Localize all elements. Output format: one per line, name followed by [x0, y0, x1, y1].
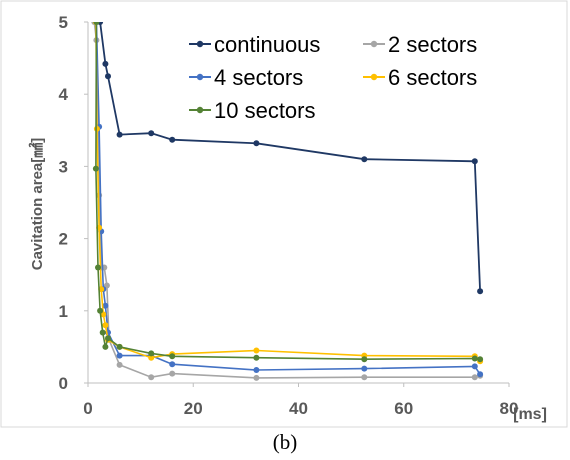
legend-swatch-marker	[370, 40, 378, 48]
data-point-2-sectors	[169, 370, 176, 377]
x-tick-label: 20	[184, 399, 203, 418]
legend-label: 10 sectors	[214, 98, 316, 123]
series-line-continuous	[99, 22, 481, 292]
data-point-10-sectors	[477, 356, 484, 363]
y-tick-label: 0	[59, 374, 68, 393]
series-10-sectors	[92, 22, 484, 363]
legend-swatch-marker	[370, 73, 378, 81]
series-line-10-sectors	[95, 22, 481, 361]
x-axis-unit-label: [ms]	[513, 406, 547, 423]
data-point-4-sectors	[471, 363, 478, 370]
y-tick-label: 4	[59, 85, 69, 104]
data-point-10-sectors	[253, 354, 260, 361]
data-point-6-sectors	[93, 125, 100, 132]
data-point-4-sectors	[102, 302, 109, 309]
data-point-4-sectors	[169, 361, 176, 368]
legend: continuous 2 sectors 4 sectors 6 sectors 10 …	[189, 32, 477, 123]
y-axis-title: Cavitation area[㎟]	[28, 138, 46, 271]
data-point-10-sectors	[471, 355, 478, 362]
panel-caption: (b)	[272, 430, 298, 454]
data-point-4-sectors	[116, 352, 123, 359]
data-point-2-sectors	[253, 374, 260, 381]
legend-item-6-sectors: 6 sectors	[363, 65, 477, 90]
y-tick-label: 5	[59, 13, 68, 32]
data-point-2-sectors	[148, 374, 155, 381]
cavitation-area-chart: 0 1 2 3 4 5 0 20 40 60 80 continuous 2 sectors 4 sec…	[0, 0, 568, 428]
data-point-10-sectors	[102, 343, 109, 350]
data-point-continuous	[471, 158, 478, 165]
data-point-continuous	[102, 60, 109, 67]
y-tick-label: 3	[59, 157, 68, 176]
data-point-continuous	[148, 130, 155, 137]
data-point-continuous	[253, 140, 260, 147]
data-point-10-sectors	[93, 22, 100, 25]
legend-swatch-marker	[196, 40, 204, 48]
data-point-4-sectors	[477, 371, 484, 378]
data-point-2-sectors	[116, 361, 123, 368]
data-point-10-sectors	[92, 165, 99, 172]
series-continuous	[97, 22, 484, 295]
legend-swatch-marker	[196, 106, 204, 114]
legend-item-4-sectors: 4 sectors	[189, 65, 303, 90]
data-point-2-sectors	[471, 374, 478, 381]
legend-item-10-sectors: 10 sectors	[189, 98, 316, 123]
data-point-10-sectors	[169, 353, 176, 360]
legend-label: continuous	[214, 32, 320, 57]
data-point-continuous	[105, 73, 111, 80]
data-point-10-sectors	[95, 264, 101, 271]
data-point-4-sectors	[361, 365, 368, 372]
y-tick-label: 2	[59, 230, 68, 249]
data-point-4-sectors	[253, 367, 260, 373]
x-tick-label: 60	[394, 399, 413, 418]
data-point-10-sectors	[148, 350, 155, 357]
chart-frame: 0 1 2 3 4 5 0 20 40 60 80 continuous 2 sectors 4 sec…	[0, 0, 568, 428]
data-point-6-sectors	[148, 354, 155, 361]
data-point-continuous	[169, 136, 176, 143]
series-layer	[91, 22, 484, 381]
legend-label: 2 sectors	[388, 32, 477, 57]
data-point-continuous	[477, 288, 484, 295]
y-tick-label: 1	[59, 302, 68, 321]
legend-label: 6 sectors	[388, 65, 477, 90]
series-line-2-sectors	[93, 22, 481, 379]
data-point-continuous	[361, 156, 368, 163]
data-point-6-sectors	[253, 347, 260, 354]
legend-label: 4 sectors	[214, 65, 303, 90]
legend-swatch-marker	[196, 73, 204, 81]
legend-item-continuous: continuous	[189, 32, 320, 57]
chart-border	[0, 0, 568, 428]
data-point-6-sectors	[102, 322, 109, 329]
data-point-10-sectors	[105, 335, 111, 342]
data-point-10-sectors	[99, 329, 106, 336]
legend-item-2-sectors: 2 sectors	[363, 32, 477, 57]
axes: 0 1 2 3 4 5 0 20 40 60 80	[0, 0, 568, 428]
x-tick-label: 80	[500, 399, 519, 418]
data-point-10-sectors	[361, 356, 368, 363]
data-point-continuous	[116, 131, 123, 138]
x-tick-label: 40	[289, 399, 308, 418]
data-point-10-sectors	[116, 343, 123, 350]
data-point-10-sectors	[97, 307, 104, 314]
data-point-2-sectors	[361, 374, 368, 381]
x-tick-label: 0	[83, 399, 92, 418]
